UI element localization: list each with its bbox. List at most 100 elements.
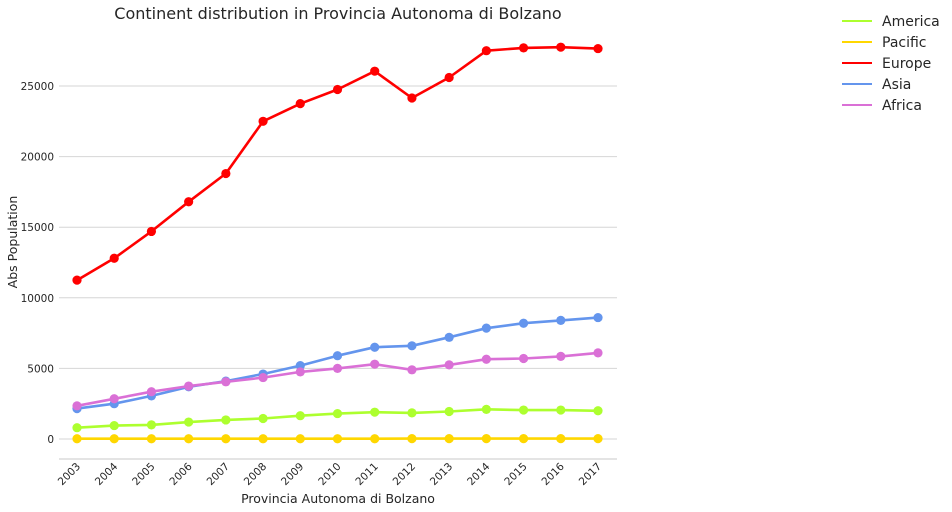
- series-africa: [72, 348, 603, 411]
- data-point-pacific: [109, 434, 119, 444]
- data-point-europe: [332, 84, 343, 95]
- data-point-pacific: [518, 434, 529, 444]
- x-tick-label: 2011: [353, 461, 380, 488]
- data-point-africa: [146, 387, 157, 397]
- data-point-america: [184, 417, 194, 427]
- x-tick-label: 2017: [577, 461, 604, 488]
- series-europe: [72, 42, 603, 285]
- y-tick-labels: 0 5000 10000 15000 20000 25000: [21, 81, 54, 446]
- data-point-pacific: [556, 434, 566, 444]
- x-tick-label: 2016: [540, 460, 568, 488]
- data-point-africa: [221, 377, 231, 387]
- data-point-america: [444, 406, 454, 417]
- legend-item-asia: Asia: [842, 77, 911, 93]
- data-point-pacific: [593, 434, 603, 444]
- x-tick-label: 2014: [465, 460, 493, 488]
- legend-label: Pacific: [882, 35, 927, 51]
- data-point-pacific: [370, 434, 380, 444]
- y-tick-label: 5000: [27, 363, 54, 375]
- legend: America Pacific Europe Asia Africa: [842, 14, 940, 114]
- data-point-africa: [444, 360, 454, 370]
- data-point-africa: [556, 351, 566, 361]
- y-tick-label: 25000: [21, 81, 54, 93]
- data-point-asia: [370, 342, 380, 352]
- y-axis-label: Abs Population: [5, 196, 20, 289]
- series-pacific: [72, 434, 603, 444]
- data-point-europe: [518, 43, 529, 53]
- data-point-america: [72, 423, 82, 433]
- data-point-europe: [184, 197, 194, 207]
- legend-label: Europe: [882, 56, 931, 72]
- data-point-pacific: [481, 434, 491, 444]
- data-point-europe: [407, 93, 417, 103]
- data-point-africa: [370, 359, 380, 369]
- legend-item-pacific: Pacific: [842, 35, 927, 51]
- data-point-asia: [481, 323, 491, 333]
- x-tick-label: 2005: [130, 461, 157, 488]
- data-point-asia: [332, 351, 343, 361]
- x-tick-label: 2008: [242, 461, 269, 488]
- x-axis-label: Provincia Autonoma di Bolzano: [241, 491, 435, 506]
- data-point-africa: [184, 381, 194, 391]
- data-point-europe: [146, 226, 157, 237]
- data-point-america: [407, 408, 417, 418]
- data-point-pacific: [295, 434, 305, 444]
- data-point-europe: [444, 72, 454, 83]
- legend-label: Africa: [882, 98, 922, 114]
- y-tick-label: 20000: [21, 152, 54, 164]
- data-point-pacific: [72, 434, 82, 444]
- data-point-europe: [370, 66, 380, 76]
- chart-title: Continent distribution in Provincia Auto…: [114, 4, 561, 23]
- data-point-pacific: [332, 434, 343, 444]
- data-point-africa: [518, 353, 529, 364]
- x-tick-label: 2013: [428, 461, 455, 488]
- data-point-america: [146, 420, 157, 430]
- data-point-asia: [556, 315, 566, 325]
- legend-label: America: [882, 14, 940, 30]
- data-point-america: [109, 420, 119, 431]
- data-point-pacific: [184, 434, 194, 444]
- data-point-pacific: [146, 434, 157, 444]
- data-point-america: [258, 413, 268, 424]
- data-point-pacific: [407, 434, 417, 444]
- legend-label: Asia: [882, 77, 911, 93]
- data-point-europe: [221, 168, 231, 179]
- data-point-america: [332, 408, 343, 419]
- data-point-africa: [109, 394, 119, 404]
- data-point-pacific: [258, 434, 268, 444]
- data-point-europe: [258, 116, 268, 126]
- x-tick-label: 2009: [279, 461, 306, 488]
- data-point-europe: [481, 46, 491, 56]
- x-tick-label: 2004: [93, 460, 121, 488]
- data-point-africa: [593, 348, 603, 358]
- data-point-america: [593, 406, 603, 416]
- data-point-europe: [109, 253, 119, 263]
- data-point-america: [481, 404, 491, 414]
- data-point-africa: [295, 367, 305, 377]
- data-point-pacific: [444, 434, 454, 444]
- data-point-africa: [72, 401, 82, 411]
- data-point-europe: [295, 99, 305, 109]
- data-point-europe: [72, 275, 82, 285]
- data-point-america: [556, 405, 566, 415]
- x-tick-label: 2003: [56, 461, 83, 488]
- data-point-asia: [295, 360, 305, 371]
- x-tick-label: 2007: [205, 461, 232, 488]
- data-point-africa: [332, 363, 343, 373]
- data-point-asia: [593, 312, 603, 323]
- data-point-africa: [407, 365, 417, 375]
- data-point-asia: [444, 332, 454, 342]
- grid: [59, 85, 617, 440]
- x-tick-label: 2006: [167, 460, 195, 488]
- data-point-america: [518, 405, 529, 415]
- x-tick-label: 2010: [316, 461, 343, 488]
- data-point-africa: [481, 354, 491, 364]
- legend-item-europe: Europe: [842, 56, 931, 72]
- x-tick-labels: 2003 2004 2005 2006 2007 2008 2009 2010 2011 2012…: [56, 460, 604, 488]
- data-point-america: [370, 407, 380, 417]
- x-tick-label: 2012: [391, 461, 418, 488]
- data-point-africa: [258, 372, 268, 383]
- y-tick-label: 10000: [21, 293, 54, 305]
- y-tick-label: 0: [47, 434, 54, 446]
